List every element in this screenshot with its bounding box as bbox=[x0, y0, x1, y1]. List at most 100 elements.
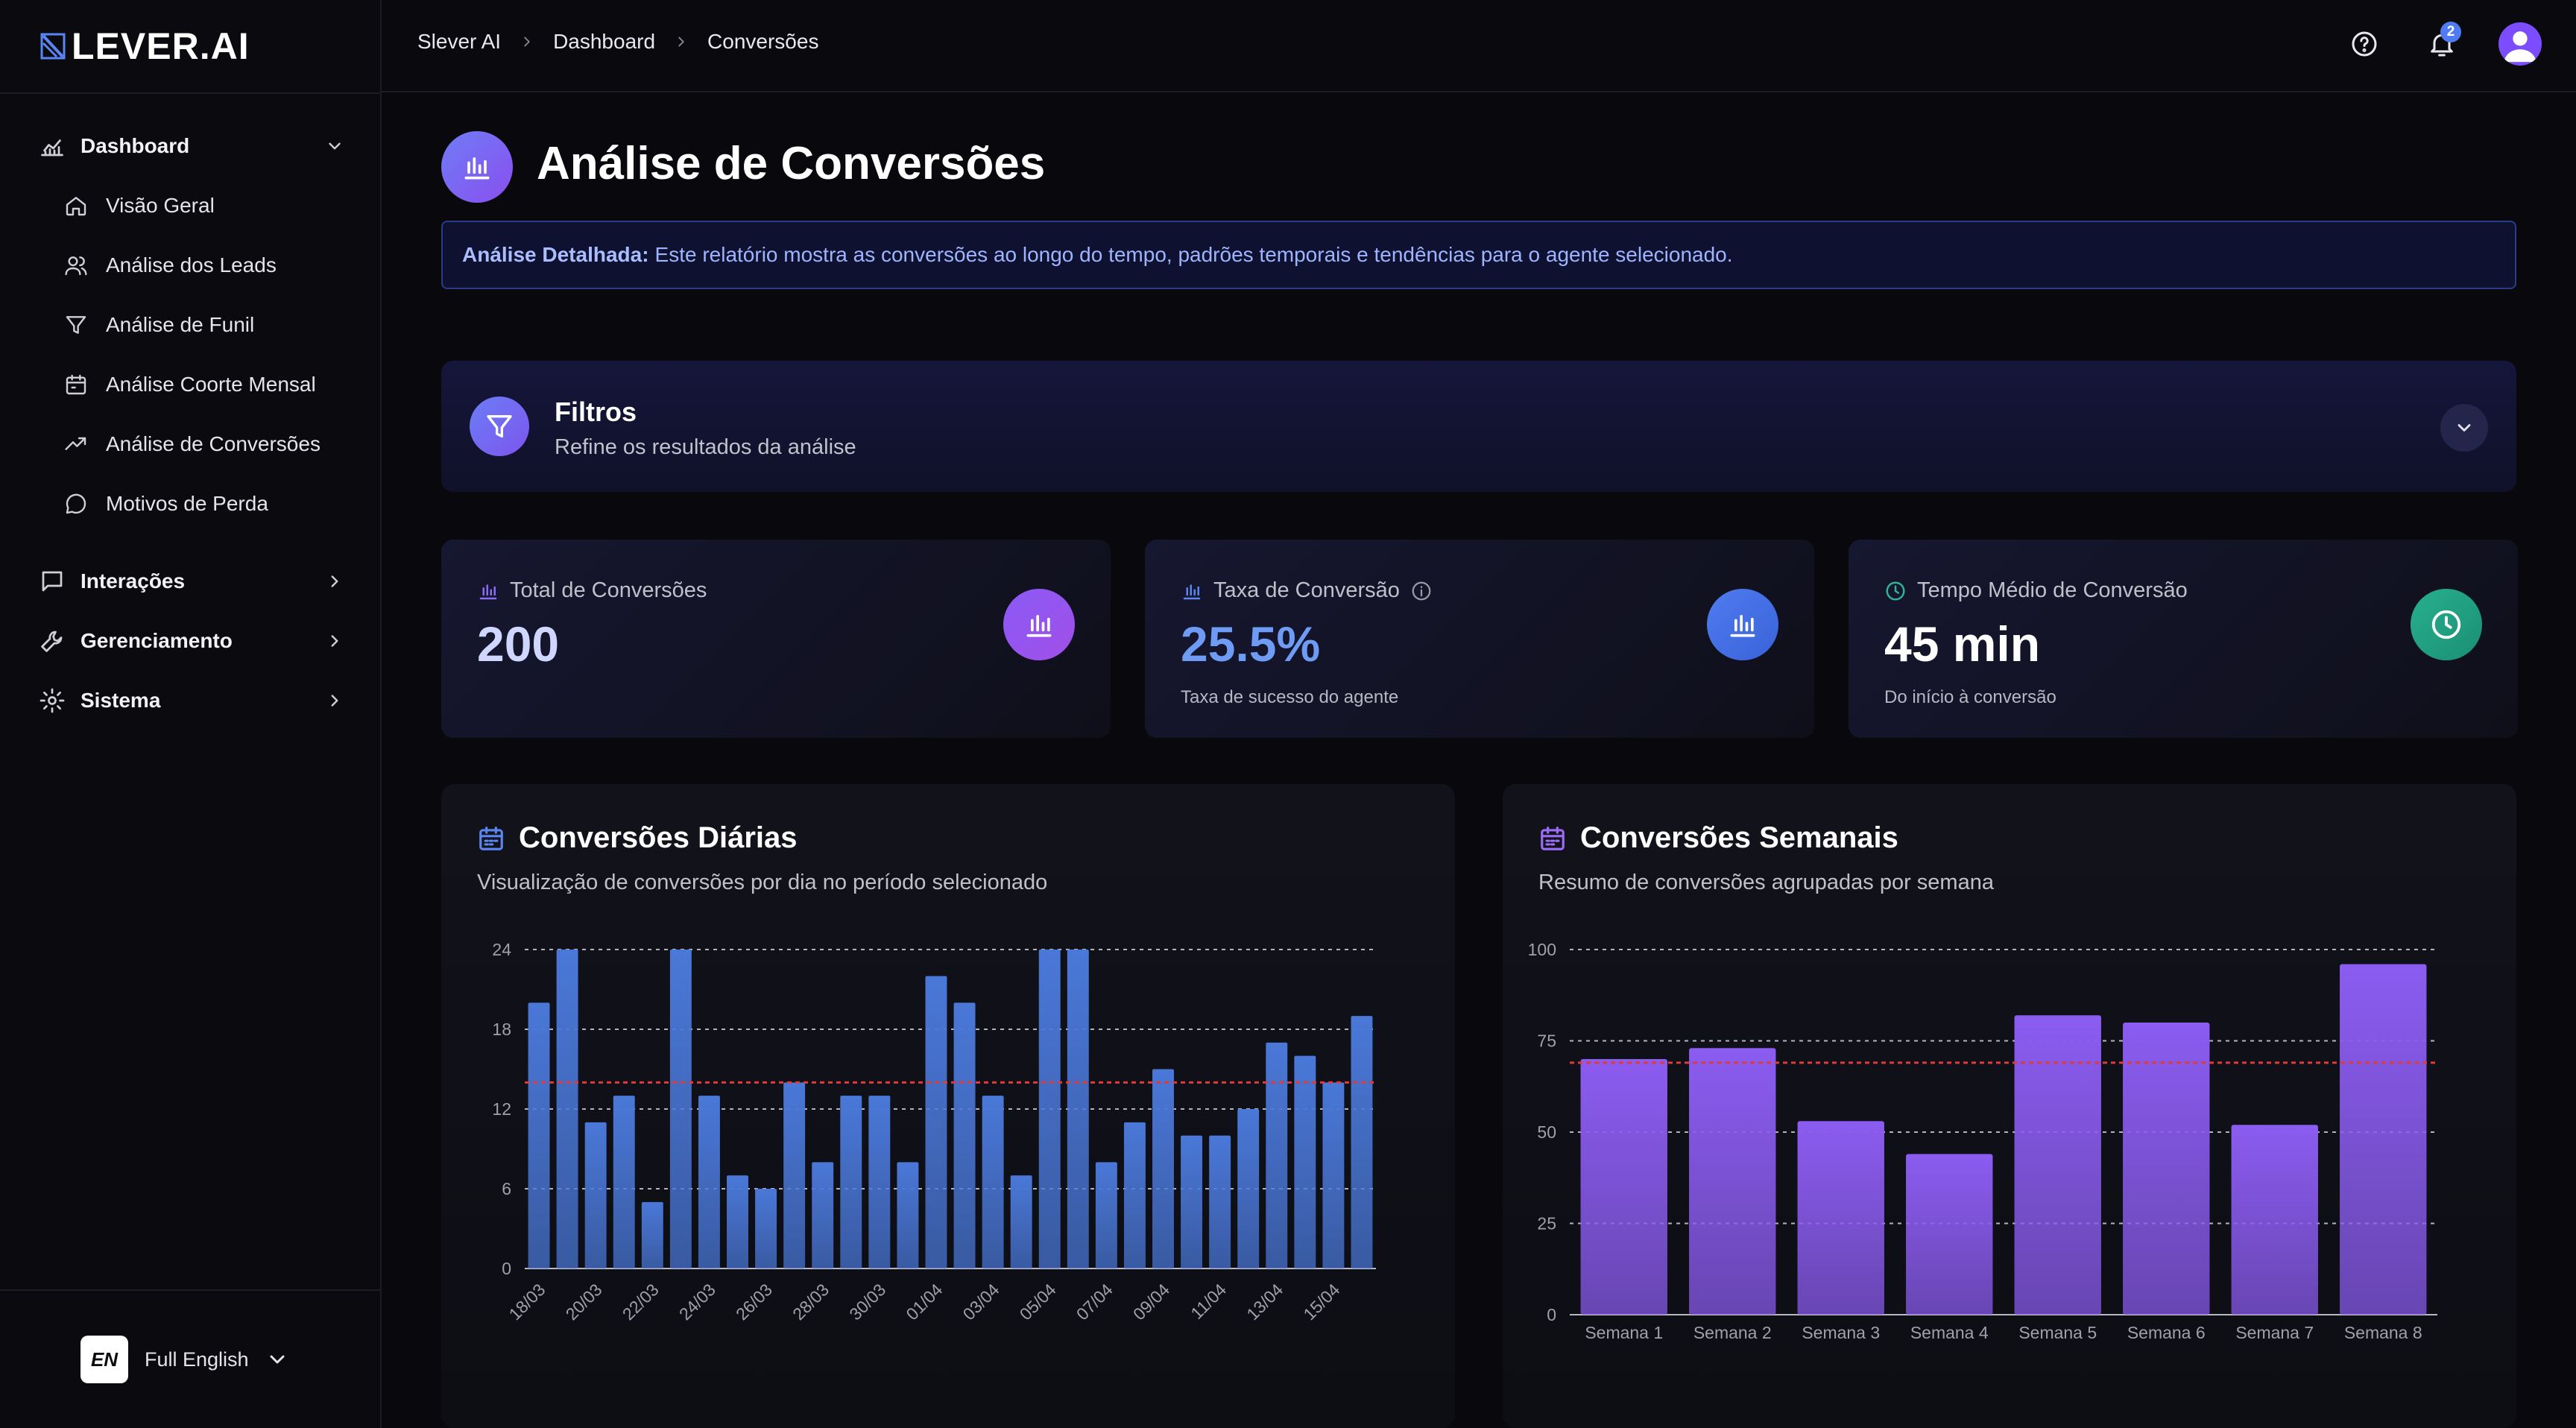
y-tick-label: 12 bbox=[492, 1099, 511, 1119]
chart-title: Conversões Diárias bbox=[477, 821, 798, 855]
x-tick-label: Semana 2 bbox=[1693, 1323, 1772, 1342]
sidebar-divider bbox=[0, 92, 380, 94]
x-tick-label: 15/04 bbox=[1299, 1280, 1343, 1324]
sidebar-group-label: Interações bbox=[80, 569, 186, 593]
sidebar-item-label: Análise Coorte Mensal bbox=[106, 373, 316, 396]
funnel-icon bbox=[66, 316, 86, 334]
sidebar-group-label: Sistema bbox=[80, 689, 161, 712]
chart-icon bbox=[41, 139, 63, 157]
y-tick-label: 25 bbox=[1537, 1214, 1556, 1233]
x-tick-label: 24/03 bbox=[675, 1280, 719, 1324]
sidebar-group-dashboard[interactable]: Dashboard bbox=[39, 124, 344, 168]
breadcrumb-item[interactable]: Slever AI bbox=[417, 30, 502, 53]
bar bbox=[1906, 1154, 1993, 1315]
bar bbox=[1010, 1175, 1032, 1269]
y-tick-label: 50 bbox=[1537, 1122, 1556, 1142]
breadcrumb-item[interactable]: Dashboard bbox=[553, 30, 656, 53]
sidebar-group-interacoes[interactable]: Interações bbox=[39, 559, 344, 604]
sidebar-item-label: Motivos de Perda bbox=[106, 492, 268, 515]
x-tick-label: 22/03 bbox=[619, 1280, 663, 1324]
x-tick-label: 01/04 bbox=[902, 1280, 946, 1324]
sidebar-item-label: Análise de Conversões bbox=[106, 432, 321, 455]
x-tick-label: 20/03 bbox=[562, 1280, 606, 1324]
topbar: Slever AI Dashboard Conversões 2 bbox=[382, 0, 2576, 92]
kpi-card-total-conversoes: Total de Conversões 200 bbox=[441, 540, 1111, 738]
sidebar-item-analise-coorte[interactable]: Análise Coorte Mensal bbox=[64, 362, 347, 407]
language-flag-text: EN bbox=[90, 1348, 119, 1371]
avatar[interactable] bbox=[2498, 22, 2542, 66]
filters-panel[interactable]: Filtros Refine os resultados da análise bbox=[441, 361, 2516, 492]
filters-toggle-button[interactable] bbox=[2440, 404, 2488, 452]
sidebar-item-label: Análise de Funil bbox=[106, 313, 255, 336]
clock-icon bbox=[2431, 610, 2461, 639]
kpi-card-taxa-conversao: Taxa de Conversão 25.5% Taxa de sucesso … bbox=[1145, 540, 1814, 738]
chevron-right-icon bbox=[678, 37, 684, 47]
bar bbox=[1209, 1135, 1231, 1269]
trending-icon bbox=[65, 437, 86, 450]
bar bbox=[2014, 1015, 2101, 1315]
bar bbox=[812, 1162, 834, 1269]
y-tick-label: 6 bbox=[502, 1179, 511, 1198]
help-button[interactable] bbox=[2343, 23, 2385, 65]
chevron-right-icon bbox=[524, 37, 530, 47]
kpi-label-text: Tempo Médio de Conversão bbox=[1917, 578, 2188, 602]
info-banner: Análise Detalhada: Este relatório mostra… bbox=[441, 221, 2516, 289]
sidebar-item-label: Visão Geral bbox=[106, 194, 215, 217]
bar-chart-icon bbox=[479, 584, 497, 599]
calendar-icon bbox=[479, 826, 503, 850]
y-tick-label: 75 bbox=[1537, 1031, 1556, 1051]
chat-icon bbox=[66, 493, 86, 514]
x-tick-label: 09/04 bbox=[1129, 1280, 1173, 1324]
x-tick-label: 13/04 bbox=[1243, 1280, 1287, 1324]
logo-mark-icon bbox=[40, 33, 66, 60]
kpi-card-tempo-medio: Tempo Médio de Conversão 45 min Do iníci… bbox=[1849, 540, 2518, 738]
filters-subtitle: Refine os resultados da análise bbox=[555, 435, 856, 459]
logo-text: LEVER.AI bbox=[72, 25, 250, 67]
bar bbox=[1123, 1122, 1146, 1269]
kpi-value: 45 min bbox=[1884, 616, 2041, 672]
bar bbox=[2340, 964, 2427, 1315]
info-icon[interactable] bbox=[1410, 580, 1433, 602]
x-tick-label: Semana 3 bbox=[1802, 1323, 1880, 1342]
bar bbox=[727, 1175, 748, 1269]
bar bbox=[755, 1189, 777, 1269]
kpi-label: Taxa de Conversão bbox=[1181, 578, 1433, 603]
breadcrumb: Slever AI Dashboard Conversões bbox=[417, 30, 818, 54]
bar bbox=[1067, 950, 1089, 1269]
funnel-icon bbox=[487, 415, 512, 437]
sidebar-item-motivos-perda[interactable]: Motivos de Perda bbox=[64, 481, 347, 526]
bar-chart-icon bbox=[1730, 615, 1755, 637]
sidebar-item-visao-geral[interactable]: Visão Geral bbox=[64, 183, 347, 228]
y-tick-label: 18 bbox=[492, 1020, 511, 1039]
sidebar: LEVER.AI Dashboard Visão Geral Análise d… bbox=[0, 0, 382, 1428]
sidebar-item-analise-leads[interactable]: Análise dos Leads bbox=[64, 243, 347, 288]
x-tick-label: 11/04 bbox=[1187, 1280, 1230, 1323]
kpi-value: 25.5% bbox=[1181, 616, 1321, 672]
bar bbox=[641, 1201, 663, 1269]
sidebar-group-gerenciamento[interactable]: Gerenciamento bbox=[39, 619, 344, 663]
bar bbox=[1237, 1109, 1260, 1269]
bar bbox=[868, 1096, 891, 1269]
sidebar-item-analise-funil[interactable]: Análise de Funil bbox=[64, 303, 347, 347]
sidebar-group-sistema[interactable]: Sistema bbox=[39, 678, 344, 723]
clock-icon bbox=[1886, 581, 1905, 600]
x-tick-label: Semana 8 bbox=[2344, 1323, 2422, 1342]
chevron-right-icon bbox=[331, 695, 338, 707]
logo[interactable]: LEVER.AI bbox=[40, 25, 250, 67]
daily-conversions-card: 0 6 12 18 24 18/03 20/03 22/03 24/03 26/03 28/03 30… bbox=[441, 784, 1455, 1428]
calendar-icon bbox=[66, 374, 86, 395]
daily-conversions-chart: 0 6 12 18 24 18/03 20/03 22/03 24/03 26/03 28/03 30… bbox=[492, 940, 1376, 1324]
bar bbox=[1294, 1055, 1316, 1269]
sidebar-divider bbox=[0, 1289, 380, 1291]
notifications-button[interactable]: 2 bbox=[2421, 22, 2463, 65]
sidebar-item-analise-conversoes[interactable]: Análise de Conversões bbox=[64, 422, 347, 467]
info-banner-text: Este relatório mostra as conversões ao l… bbox=[654, 243, 1733, 266]
x-tick-label: Semana 6 bbox=[2127, 1323, 2206, 1342]
bar bbox=[840, 1096, 862, 1269]
chart-title-text: Conversões Diárias bbox=[519, 821, 798, 854]
chart-title-text: Conversões Semanais bbox=[1580, 821, 1898, 854]
topbar-actions: 2 bbox=[2343, 22, 2542, 66]
language-selector[interactable]: EN Full English bbox=[80, 1336, 289, 1383]
sidebar-group-label: Dashboard bbox=[80, 134, 190, 157]
bar bbox=[1322, 1082, 1345, 1269]
